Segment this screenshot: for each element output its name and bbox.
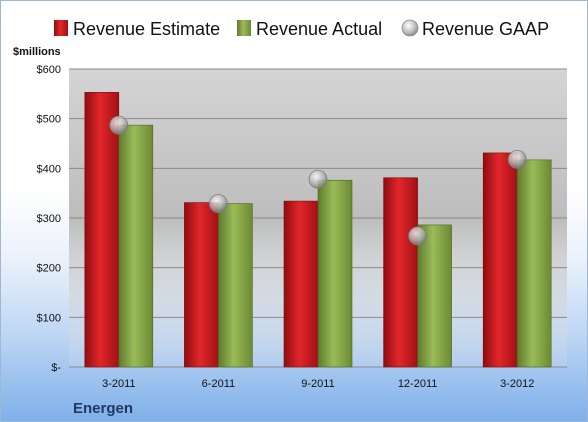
x-tick-label: 6-2011 [202,378,235,390]
y-tick-label: $500 [37,114,61,126]
x-tick-label: 3-2012 [500,378,534,390]
bar-revenue-actual [516,159,552,368]
marker-revenue-gaap [208,194,228,213]
bar-revenue-estimate [482,152,518,368]
y-tick-label: $- [51,362,61,374]
x-tick-label: 12-2011 [398,378,438,390]
y-tick-label: $300 [37,213,61,225]
marker-revenue-gaap [308,169,328,189]
y-axis-ticks: $- $100 $200 $300 $400 $500 $600 [37,64,62,374]
company-name: Energen [73,400,133,417]
bar-revenue-actual [417,224,452,368]
bars [84,92,552,368]
y-axis-unit-label: $millions [13,46,61,58]
x-tick-label: 9-2011 [301,378,334,390]
bar-revenue-estimate [383,177,418,368]
y-tick-label: $100 [37,312,61,324]
legend-label-gaap: Revenue GAAP [422,19,549,39]
legend-swatch-actual [237,20,251,36]
bar-revenue-estimate [184,202,219,368]
marker-revenue-gaap [507,149,527,169]
legend-marker-gaap [401,19,419,37]
bar-revenue-actual [218,203,253,368]
y-tick-label: $200 [37,263,61,275]
legend-label-actual: Revenue Actual [256,19,382,39]
marker-revenue-gaap [408,226,428,246]
bar-revenue-estimate [283,200,319,368]
y-tick-label: $600 [37,64,61,76]
bar-revenue-estimate [84,92,120,368]
x-axis-ticks: 3-2011 6-2011 9-2011 12-2011 3-2012 [102,378,534,390]
bar-revenue-actual [118,124,154,368]
x-tick-label: 3-2011 [102,378,135,390]
marker-revenue-gaap [109,115,129,135]
y-tick-label: $400 [37,163,61,175]
legend-swatch-estimate [54,20,68,36]
legend: Revenue Estimate Revenue Actual Revenue … [54,19,549,39]
gaap-markers [109,115,527,246]
bar-revenue-actual [317,179,353,368]
legend-label-estimate: Revenue Estimate [73,19,220,39]
